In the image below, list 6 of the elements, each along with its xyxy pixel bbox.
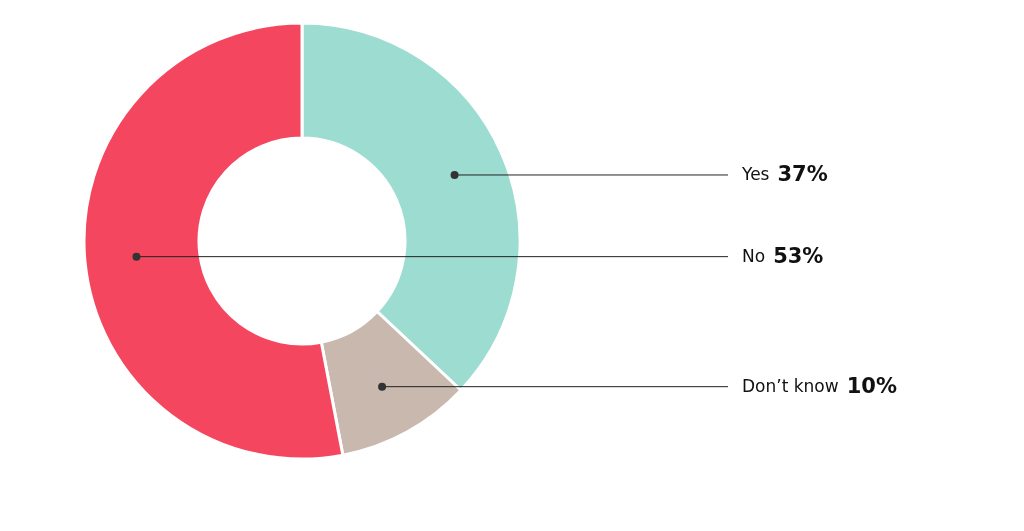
data-label: 37% <box>777 161 828 186</box>
slice-label: Don’t know <box>742 375 839 396</box>
slice-label: Yes <box>741 163 770 184</box>
data-label: 53% <box>773 243 824 268</box>
slice-label: No <box>742 245 766 266</box>
data-label: 10% <box>846 373 897 398</box>
